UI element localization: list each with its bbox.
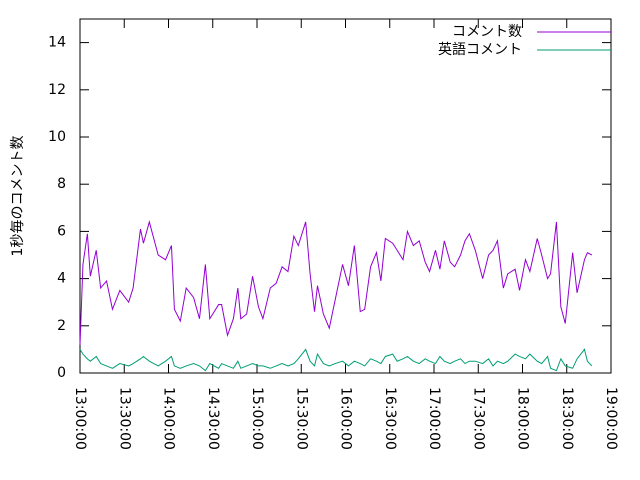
y-tick-label: 14 [48, 35, 66, 51]
x-tick-label: 13:30:00 [116, 387, 132, 450]
series-line [79, 348, 593, 372]
y-tick-label: 6 [57, 223, 66, 239]
x-tick-label: 15:00:00 [249, 387, 265, 450]
legend-label: コメント数 [452, 24, 522, 40]
y-tick-label: 10 [48, 129, 66, 145]
x-tick-label: 19:00:00 [603, 387, 619, 450]
y-tick-label: 0 [57, 365, 66, 381]
x-tick-label: 17:30:00 [470, 387, 486, 450]
legend-label: 英語コメント [438, 41, 522, 58]
x-tick-label: 18:00:00 [515, 387, 531, 450]
plot-border [79, 18, 612, 374]
x-tick-label: 16:30:00 [382, 387, 398, 450]
x-tick-label: 14:30:00 [205, 387, 221, 450]
y-tick-label: 2 [57, 318, 66, 334]
x-tick-label: 14:00:00 [161, 387, 177, 450]
x-tick-label: 15:30:00 [293, 387, 309, 450]
y-tick-label: 4 [57, 271, 66, 287]
x-tick-label: 16:00:00 [338, 387, 354, 450]
y-tick-label: 8 [57, 176, 66, 192]
y-tick-label: 12 [48, 82, 66, 98]
series-line [79, 220, 593, 345]
x-tick-label: 17:00:00 [426, 387, 442, 450]
y-axis-label: 1秒毎のコメント数 [10, 136, 26, 257]
x-tick-label: 13:00:00 [72, 387, 88, 450]
x-tick-label: 18:30:00 [559, 387, 575, 450]
